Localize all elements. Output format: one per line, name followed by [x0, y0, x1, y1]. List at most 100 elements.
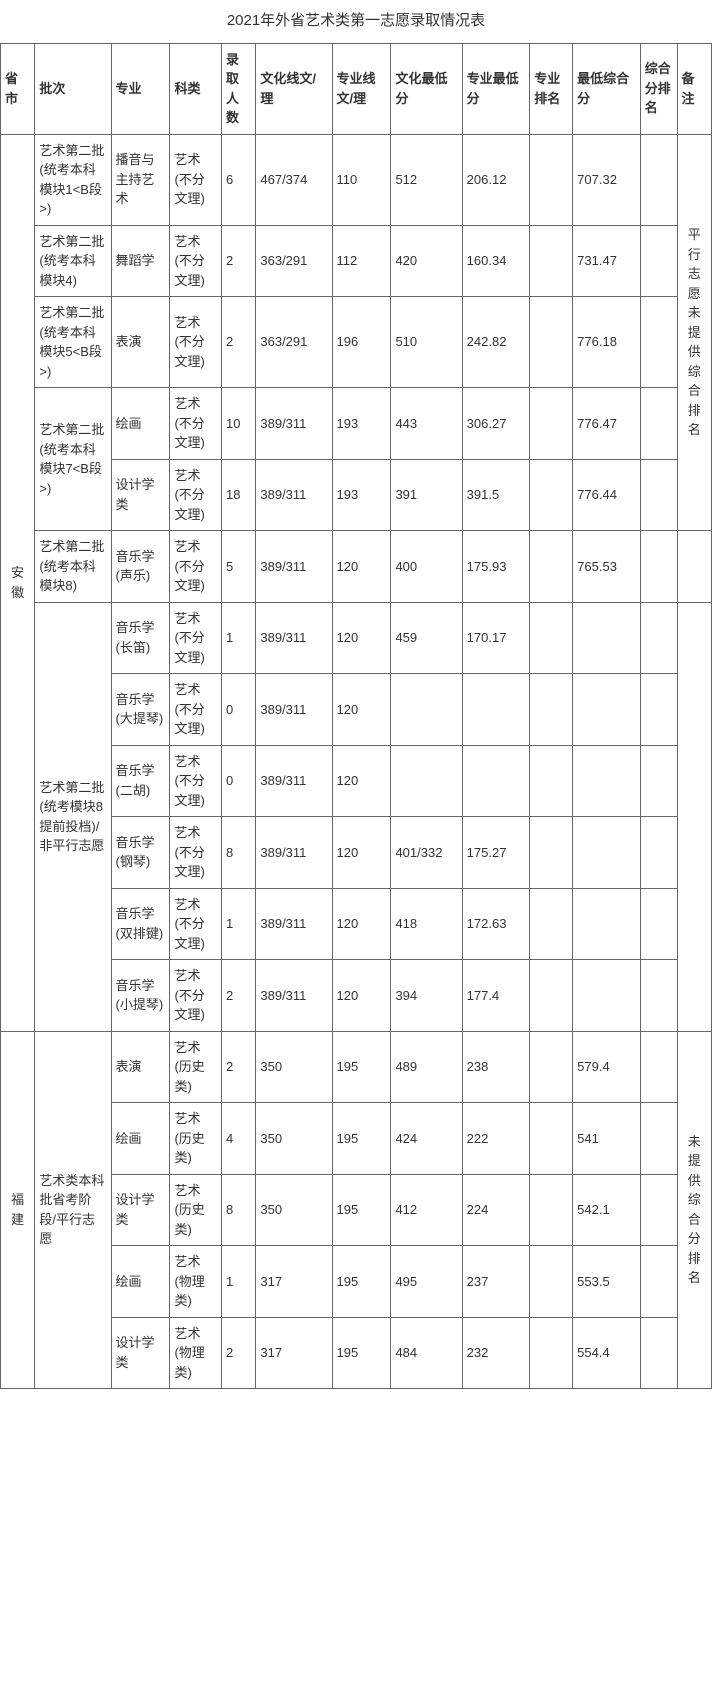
table-title: 2021年外省艺术类第一志愿录取情况表 [1, 0, 712, 43]
culture-min-cell: 424 [391, 1103, 462, 1175]
culture-line-cell: 389/311 [256, 388, 332, 460]
count-cell: 18 [222, 459, 256, 531]
comp-min-cell: 542.1 [573, 1174, 641, 1246]
col-note: 备注 [677, 43, 711, 134]
major-cell: 绘画 [111, 388, 170, 460]
comp-rank-cell [640, 297, 677, 388]
culture-line-cell: 389/311 [256, 674, 332, 746]
table-row: 艺术第二批(统考本科模块7<B段>)绘画艺术(不分文理)10389/311193… [1, 388, 712, 460]
count-cell: 1 [222, 888, 256, 960]
comp-min-cell: 707.32 [573, 134, 641, 225]
culture-min-cell: 512 [391, 134, 462, 225]
category-cell: 艺术(历史类) [170, 1031, 222, 1103]
comp-min-cell: 776.18 [573, 297, 641, 388]
major-cell: 音乐学(声乐) [111, 531, 170, 603]
culture-min-cell: 495 [391, 1246, 462, 1318]
pro-line-cell: 120 [332, 531, 391, 603]
category-cell: 艺术(不分文理) [170, 817, 222, 889]
major-cell: 音乐学(双排键) [111, 888, 170, 960]
comp-min-cell [573, 817, 641, 889]
pro-line-cell: 112 [332, 225, 391, 297]
note-cell: 平行志愿未提供综合排名 [677, 134, 711, 531]
pro-min-cell: 391.5 [462, 459, 530, 531]
count-cell: 8 [222, 817, 256, 889]
pro-line-cell: 195 [332, 1031, 391, 1103]
col-major: 专业 [111, 43, 170, 134]
comp-rank-cell [640, 1317, 677, 1389]
culture-line-cell: 389/311 [256, 817, 332, 889]
culture-min-cell: 400 [391, 531, 462, 603]
comp-rank-cell [640, 674, 677, 746]
col-pro-line: 专业线文/理 [332, 43, 391, 134]
culture-min-cell [391, 674, 462, 746]
col-comp-rank: 综合分排名 [640, 43, 677, 134]
pro-min-cell: 238 [462, 1031, 530, 1103]
pro-rank-cell [530, 1174, 573, 1246]
table-row: 艺术第二批(统考模块8提前投档)/非平行志愿音乐学(长笛)艺术(不分文理)138… [1, 602, 712, 674]
category-cell: 艺术(不分文理) [170, 602, 222, 674]
count-cell: 6 [222, 134, 256, 225]
major-cell: 绘画 [111, 1103, 170, 1175]
category-cell: 艺术(不分文理) [170, 888, 222, 960]
pro-rank-cell [530, 388, 573, 460]
pro-rank-cell [530, 1246, 573, 1318]
count-cell: 8 [222, 1174, 256, 1246]
col-culture-line: 文化线文/理 [256, 43, 332, 134]
category-cell: 艺术(不分文理) [170, 388, 222, 460]
category-cell: 艺术(不分文理) [170, 745, 222, 817]
culture-min-cell: 418 [391, 888, 462, 960]
major-cell: 音乐学(长笛) [111, 602, 170, 674]
major-cell: 设计学类 [111, 1174, 170, 1246]
major-cell: 设计学类 [111, 1317, 170, 1389]
pro-rank-cell [530, 1317, 573, 1389]
comp-rank-cell [640, 1031, 677, 1103]
col-category: 科类 [170, 43, 222, 134]
pro-line-cell: 193 [332, 459, 391, 531]
comp-rank-cell [640, 745, 677, 817]
pro-min-cell: 170.17 [462, 602, 530, 674]
major-cell: 音乐学(二胡) [111, 745, 170, 817]
count-cell: 1 [222, 1246, 256, 1318]
pro-line-cell: 195 [332, 1246, 391, 1318]
comp-min-cell [573, 674, 641, 746]
comp-rank-cell [640, 817, 677, 889]
batch-cell: 艺术第二批(统考本科模块7<B段>) [35, 388, 111, 531]
admission-table: 2021年外省艺术类第一志愿录取情况表 省市 批次 专业 科类 录取人数 文化线… [0, 0, 712, 1389]
pro-line-cell: 196 [332, 297, 391, 388]
pro-line-cell: 120 [332, 888, 391, 960]
pro-line-cell: 195 [332, 1317, 391, 1389]
pro-rank-cell [530, 817, 573, 889]
count-cell: 5 [222, 531, 256, 603]
culture-min-cell: 459 [391, 602, 462, 674]
category-cell: 艺术(不分文理) [170, 459, 222, 531]
culture-min-cell: 510 [391, 297, 462, 388]
culture-line-cell: 350 [256, 1174, 332, 1246]
note-cell [677, 531, 711, 603]
pro-line-cell: 193 [332, 388, 391, 460]
comp-min-cell [573, 745, 641, 817]
comp-min-cell [573, 888, 641, 960]
pro-rank-cell [530, 745, 573, 817]
comp-rank-cell [640, 1246, 677, 1318]
batch-cell: 艺术第二批(统考模块8提前投档)/非平行志愿 [35, 602, 111, 1031]
culture-min-cell: 484 [391, 1317, 462, 1389]
pro-min-cell: 206.12 [462, 134, 530, 225]
category-cell: 艺术(不分文理) [170, 134, 222, 225]
major-cell: 设计学类 [111, 459, 170, 531]
note-cell: 未提供综合分排名 [677, 1031, 711, 1389]
pro-rank-cell [530, 602, 573, 674]
comp-rank-cell [640, 1103, 677, 1175]
culture-line-cell: 389/311 [256, 602, 332, 674]
comp-min-cell: 731.47 [573, 225, 641, 297]
table-row: 福建艺术类本科批省考阶段/平行志愿表演艺术(历史类)23501954892385… [1, 1031, 712, 1103]
count-cell: 2 [222, 960, 256, 1032]
batch-cell: 艺术第二批(统考本科模块4) [35, 225, 111, 297]
major-cell: 播音与主持艺术 [111, 134, 170, 225]
culture-min-cell [391, 745, 462, 817]
category-cell: 艺术(不分文理) [170, 297, 222, 388]
culture-min-cell: 412 [391, 1174, 462, 1246]
col-culture-min: 文化最低分 [391, 43, 462, 134]
pro-min-cell: 175.27 [462, 817, 530, 889]
major-cell: 音乐学(大提琴) [111, 674, 170, 746]
pro-line-cell: 120 [332, 602, 391, 674]
